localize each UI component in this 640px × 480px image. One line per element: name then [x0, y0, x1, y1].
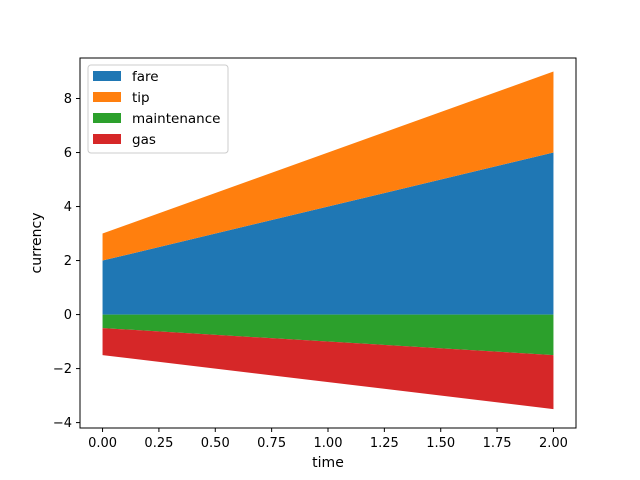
- x-tick-label: 0.75: [257, 436, 286, 451]
- legend-swatch-fare: [93, 71, 121, 81]
- x-axis-label: time: [312, 455, 344, 471]
- legend-label-gas: gas: [132, 132, 156, 148]
- area-tip: [102, 71, 554, 261]
- y-tick-label: 0: [64, 308, 72, 323]
- legend-box: [87, 64, 229, 154]
- x-tick-label: 1.75: [483, 436, 512, 451]
- area-layer: [102, 71, 554, 410]
- legend-swatch-tip: [93, 92, 121, 102]
- legend-swatch-gas: [93, 134, 121, 144]
- area-gas: [102, 328, 554, 410]
- x-tick-label: 1.25: [370, 436, 399, 451]
- x-axis-ticks: 0.00 0.25 0.50 0.75 1.00 1.25 1.50 1.75 2.00: [88, 428, 568, 451]
- legend-swatch-maintenance: [93, 113, 121, 123]
- y-axis-label: currency: [29, 213, 45, 274]
- x-tick-label: 0.00: [88, 436, 117, 451]
- y-tick-label: 2: [64, 254, 72, 269]
- legend-label-tip: tip: [132, 90, 150, 106]
- area-fare: [102, 152, 554, 315]
- x-tick-label: 0.50: [201, 436, 230, 451]
- legend: fare tip maintenance gas: [87, 64, 229, 154]
- y-tick-label: 4: [64, 200, 72, 215]
- y-tick-label: 8: [64, 92, 72, 107]
- area-maintenance: [102, 314, 554, 356]
- x-tick-label: 0.25: [144, 436, 173, 451]
- x-tick-label: 2.00: [539, 436, 568, 451]
- x-tick-label: 1.00: [314, 436, 343, 451]
- y-tick-label: −2: [53, 362, 72, 377]
- y-axis-ticks: −4 −2 0 2 4 6 8: [53, 92, 80, 431]
- legend-label-fare: fare: [132, 69, 159, 85]
- legend-label-maintenance: maintenance: [132, 111, 220, 127]
- y-tick-label: −4: [53, 416, 72, 431]
- x-tick-label: 1.50: [426, 436, 455, 451]
- y-tick-label: 6: [64, 146, 72, 161]
